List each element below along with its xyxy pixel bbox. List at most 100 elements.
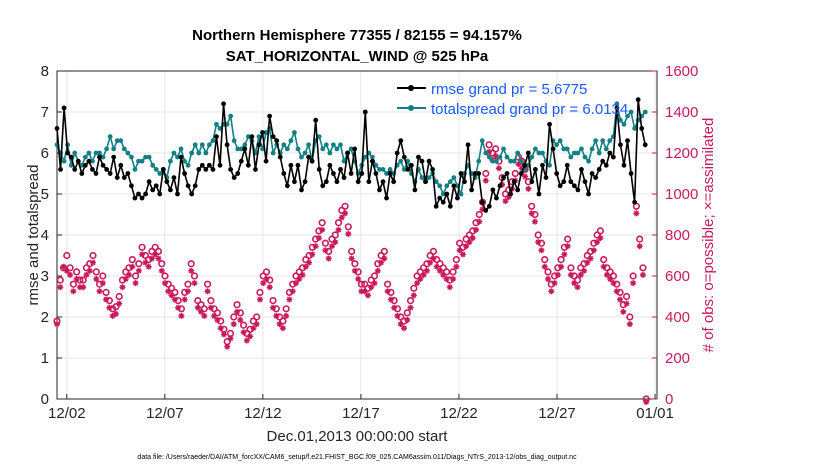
rmse-point: [621, 162, 627, 168]
obs-assimilated-point: [96, 288, 103, 295]
obs-assimilated-point: [129, 263, 136, 270]
rmse-point: [235, 171, 241, 176]
totalspread-point: [235, 146, 241, 152]
obs-possible-point: [600, 256, 608, 264]
obs-possible-point: [233, 301, 241, 309]
rmse-point: [242, 146, 248, 152]
totalspread-point: [618, 117, 623, 123]
obs-assimilated-point: [283, 312, 290, 319]
rmse-point: [618, 142, 623, 148]
obs-assimilated-point: [289, 288, 296, 295]
obs-assimilated-point: [351, 267, 358, 274]
obs-assimilated-point: [394, 312, 401, 319]
rmse-point: [465, 142, 471, 148]
obs-possible-point: [449, 268, 457, 276]
obs-assimilated-point: [387, 296, 394, 303]
obs-assimilated-point: [178, 312, 185, 319]
totalspread-point: [245, 134, 251, 140]
rmse-point: [593, 175, 599, 181]
rmse-point: [373, 171, 379, 176]
obs-assimilated-point: [63, 267, 70, 274]
obs-assimilated-point: [600, 263, 607, 270]
rmse-point: [508, 191, 513, 197]
obs-assimilated-point: [253, 321, 260, 328]
totalspread-point: [61, 158, 67, 164]
obs-assimilated-point: [175, 304, 182, 311]
totalspread-point: [107, 134, 113, 140]
obs-possible-point: [112, 303, 120, 311]
obs-assimilated-point: [322, 247, 329, 254]
totalspread-point: [564, 146, 570, 152]
rmse-point: [281, 171, 287, 176]
obs-assimilated-point: [584, 259, 591, 266]
legend: rmse grand pr = 5.6775 totalspread grand…: [397, 81, 628, 118]
rmse-point: [253, 167, 258, 172]
x-axis-label: Dec.01,2013 00:00:00 start: [267, 428, 449, 445]
obs-assimilated-point: [119, 284, 126, 291]
obs-possible-point: [230, 313, 238, 321]
rmse-point: [540, 162, 545, 168]
obs-possible-point: [534, 231, 542, 239]
totalspread-point: [167, 158, 173, 164]
obs-possible-point: [541, 256, 549, 264]
rmse-point: [504, 171, 510, 176]
grid: [57, 70, 657, 400]
rmse-point: [203, 167, 209, 172]
rmse-point: [447, 203, 453, 209]
obs-assimilated-point: [594, 239, 601, 246]
totalspread-point: [625, 113, 630, 119]
rmse-point: [313, 117, 319, 123]
obs-assimilated-point: [132, 280, 139, 287]
rmse-point: [256, 142, 262, 148]
rmse-point: [90, 167, 95, 172]
obs-possible-point: [629, 272, 637, 280]
rmse-point: [628, 171, 634, 176]
totalspread-point: [316, 134, 322, 140]
rmse-point: [79, 171, 85, 176]
y-tick-label: 6: [41, 145, 49, 162]
totalspread-point: [306, 142, 311, 148]
obs-possible-point: [564, 235, 572, 243]
rmse-point: [614, 105, 620, 111]
totalspread-point: [515, 150, 521, 156]
obs-assimilated-point: [230, 321, 237, 328]
rmse-point: [589, 171, 595, 176]
obs-assimilated-point: [204, 288, 211, 295]
rmse-point: [150, 187, 156, 193]
rmse-point: [136, 191, 141, 197]
obs-possible-point: [131, 272, 140, 280]
totalspread-point: [206, 142, 212, 148]
totalspread-point: [483, 150, 489, 156]
obs-assimilated-point: [571, 280, 578, 287]
obs-assimilated-point: [558, 263, 565, 270]
rmse-point: [571, 183, 577, 189]
obs-possible-point: [207, 297, 215, 305]
obs-possible-point: [485, 141, 493, 149]
obs-possible-point: [63, 251, 71, 260]
y-tick-label-right: 1600: [665, 63, 698, 80]
totalspread-point: [401, 167, 407, 172]
rmse-point: [228, 167, 234, 172]
totalspread-point: [557, 138, 563, 144]
rmse-point: [196, 167, 202, 172]
rmse-point: [511, 179, 517, 185]
totalspread-point: [338, 142, 343, 148]
totalspread-point: [362, 154, 368, 160]
totalspread-point: [90, 158, 95, 164]
obs-assimilated-point: [194, 304, 201, 311]
totalspread-point: [458, 191, 464, 197]
rmse-point: [607, 150, 613, 156]
totalspread-point: [575, 150, 581, 156]
obs-possible-point: [187, 260, 195, 268]
obs-possible-point: [318, 219, 326, 227]
obs-assimilated-point: [355, 276, 362, 282]
totalspread-point: [136, 158, 141, 164]
totalspread-point: [589, 146, 595, 152]
x-tick-label: 12/12: [244, 405, 282, 422]
y-tick-label: 0: [41, 391, 49, 408]
obs-assimilated-point: [90, 259, 97, 266]
obs-possible-point: [115, 292, 123, 301]
obs-possible-point: [596, 227, 604, 235]
obs-possible-point: [567, 264, 575, 272]
obs-assimilated-point: [145, 263, 152, 270]
